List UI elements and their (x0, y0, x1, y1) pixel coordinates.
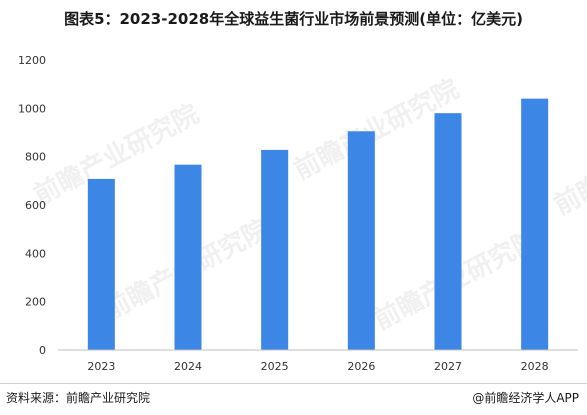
y-tick-label: 1000 (18, 102, 46, 115)
bar-2024 (174, 164, 202, 350)
x-tick-label: 2026 (347, 360, 375, 373)
bar-chart: 前瞻产业研究院前瞻产业研究院前瞻产业研究院前瞻产业研究院前瞻产业研究院 0200… (18, 54, 587, 373)
bar-2028 (521, 98, 549, 351)
x-tick-label: 2024 (174, 360, 202, 373)
bars (87, 98, 549, 351)
x-axis-ticks: 2023 2024 2025 2026 2027 2028 (87, 360, 548, 373)
y-tick-label: 400 (25, 247, 46, 260)
y-axis-ticks: 0 200 400 600 800 1000 1200 (18, 54, 46, 357)
x-tick-label: 2028 (521, 360, 549, 373)
bar-2023 (87, 178, 115, 350)
brand-note: @前瞻经济学人APP (472, 391, 579, 405)
watermark-text: 前瞻产业研究院 (549, 108, 587, 221)
y-tick-label: 1200 (18, 54, 46, 67)
bar-2026 (347, 131, 375, 350)
y-tick-label: 800 (25, 151, 46, 164)
footer-divider (0, 383, 587, 384)
y-tick-label: 600 (25, 199, 46, 212)
chart-title: 图表5：2023-2028年全球益生菌行业市场前景预测(单位：亿美元) (64, 10, 523, 28)
x-tick-label: 2027 (434, 360, 462, 373)
source-note: 资料来源：前瞻产业研究院 (6, 391, 151, 405)
bar-2027 (434, 113, 462, 351)
x-tick-label: 2023 (87, 360, 115, 373)
y-tick-label: 0 (39, 344, 46, 357)
x-tick-label: 2025 (261, 360, 289, 373)
y-tick-label: 200 (25, 296, 46, 309)
bar-2025 (261, 149, 289, 350)
